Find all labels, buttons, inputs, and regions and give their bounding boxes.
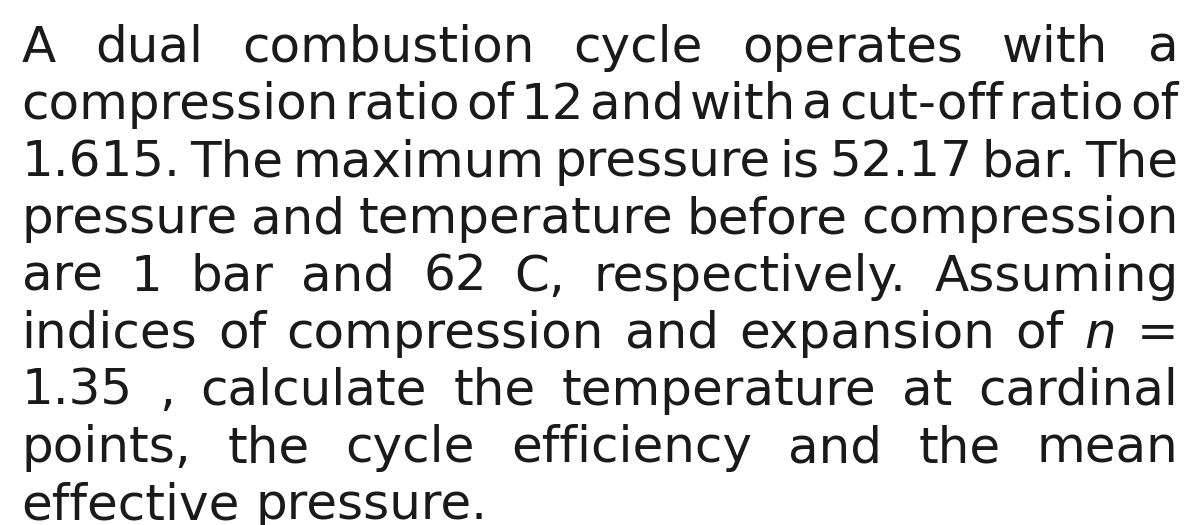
Text: the: the	[918, 424, 1001, 472]
Text: with: with	[690, 81, 797, 129]
Text: mean: mean	[1037, 424, 1178, 472]
Text: is: is	[780, 138, 820, 186]
Text: temperature: temperature	[562, 367, 876, 415]
Text: dual: dual	[95, 24, 203, 71]
Text: 12: 12	[521, 81, 584, 129]
Text: 1.615.: 1.615.	[22, 138, 180, 186]
Text: temperature: temperature	[359, 195, 673, 243]
Text: of: of	[1130, 81, 1178, 129]
Text: Assuming: Assuming	[934, 253, 1178, 300]
Text: The: The	[190, 138, 283, 186]
Text: compression: compression	[862, 195, 1178, 243]
Text: cut-off: cut-off	[839, 81, 1003, 129]
Text: the: the	[228, 424, 310, 472]
Text: of: of	[218, 310, 266, 358]
Text: ratio: ratio	[1008, 81, 1124, 129]
Text: compression: compression	[22, 81, 338, 129]
Text: cycle: cycle	[346, 424, 475, 472]
Text: expansion: expansion	[739, 310, 995, 358]
Text: before: before	[686, 195, 847, 243]
Text: =: =	[1136, 310, 1178, 358]
Text: ,: ,	[158, 367, 175, 415]
Text: pressure: pressure	[22, 195, 238, 243]
Text: and: and	[301, 253, 395, 300]
Text: of: of	[1015, 310, 1064, 358]
Text: C,: C,	[515, 253, 565, 300]
Text: with: with	[1002, 24, 1109, 71]
Text: bar.: bar.	[982, 138, 1076, 186]
Text: n: n	[1085, 310, 1116, 358]
Text: are: are	[22, 253, 102, 300]
Text: a: a	[1147, 24, 1178, 71]
Text: the: the	[454, 367, 535, 415]
Text: cardinal: cardinal	[978, 367, 1178, 415]
Text: and: and	[590, 81, 684, 129]
Text: effective: effective	[22, 481, 240, 525]
Text: 1.35: 1.35	[22, 367, 133, 415]
Text: of: of	[467, 81, 515, 129]
Text: cycle: cycle	[574, 24, 703, 71]
Text: a: a	[803, 81, 833, 129]
Text: compression: compression	[287, 310, 604, 358]
Text: maximum: maximum	[293, 138, 545, 186]
Text: 62: 62	[424, 253, 487, 300]
Text: and: and	[625, 310, 719, 358]
Text: indices: indices	[22, 310, 197, 358]
Text: respectively.: respectively.	[593, 253, 906, 300]
Text: 52.17: 52.17	[829, 138, 972, 186]
Text: ratio: ratio	[344, 81, 461, 129]
Text: and: and	[788, 424, 882, 472]
Text: points,: points,	[22, 424, 191, 472]
Text: operates: operates	[743, 24, 964, 71]
Text: at: at	[902, 367, 953, 415]
Text: efficiency: efficiency	[511, 424, 752, 472]
Text: bar: bar	[190, 253, 274, 300]
Text: pressure: pressure	[554, 138, 770, 186]
Text: calculate: calculate	[200, 367, 427, 415]
Text: The: The	[1085, 138, 1178, 186]
Text: pressure.: pressure.	[256, 481, 488, 525]
Text: combustion: combustion	[242, 24, 534, 71]
Text: and: and	[251, 195, 346, 243]
Text: 1: 1	[131, 253, 162, 300]
Text: A: A	[22, 24, 56, 71]
